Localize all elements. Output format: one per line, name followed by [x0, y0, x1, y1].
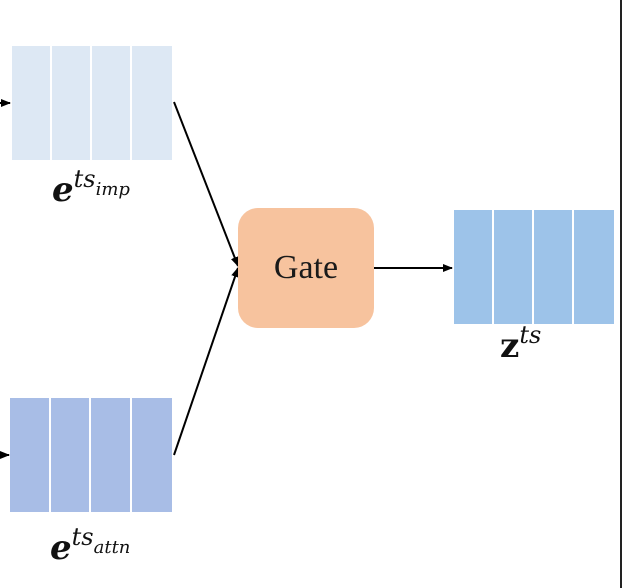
vector-cell	[454, 210, 494, 324]
gate-node: Gate	[238, 208, 374, 328]
label-subscript: attn	[93, 537, 131, 558]
label-superscript: ts	[71, 523, 94, 551]
vector-cell	[132, 46, 172, 160]
arrow-imp-to-gate	[173, 101, 239, 267]
vector-cell	[52, 46, 92, 160]
vector-cell	[12, 46, 52, 160]
z-output-vector	[454, 210, 614, 324]
arrow-attn-to-gate	[173, 267, 239, 456]
gate-label: Gate	[273, 249, 339, 286]
label-subscript: imp	[95, 179, 130, 200]
label-base: z	[500, 326, 520, 366]
imp-embedding-vector	[12, 46, 172, 160]
vector-cell	[91, 398, 132, 512]
vector-cell	[574, 210, 614, 324]
imp-vector-label: etsimp	[52, 165, 130, 210]
vector-cell	[534, 210, 574, 324]
attn-vector-label: etsattn	[50, 523, 131, 568]
z-vector-label: zts	[500, 321, 541, 366]
vector-cell	[10, 398, 51, 512]
vector-cell	[131, 398, 172, 512]
frame-border	[620, 0, 622, 588]
attn-embedding-vector	[10, 398, 172, 512]
vector-cell	[494, 210, 534, 324]
vector-cell	[50, 398, 91, 512]
vector-cell	[92, 46, 132, 160]
label-base: e	[52, 170, 74, 210]
label-superscript: ts	[73, 165, 96, 193]
label-base: e	[50, 528, 72, 568]
label-superscript: ts	[519, 321, 542, 349]
